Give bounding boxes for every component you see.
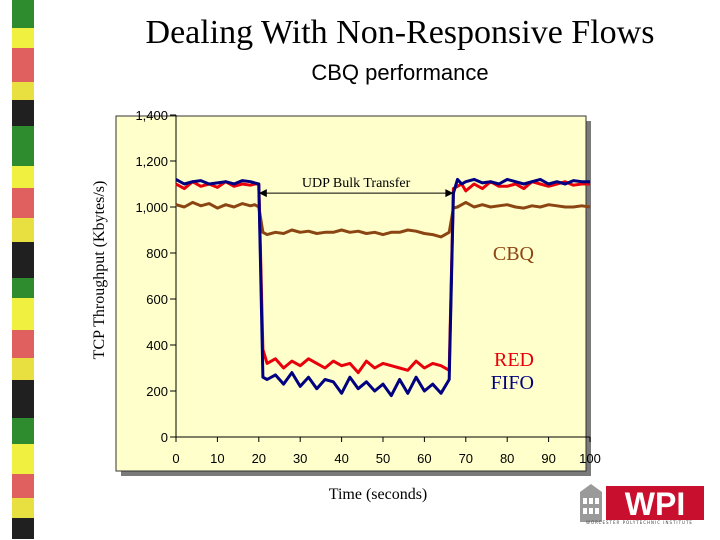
logo-tagline: WORCESTER POLYTECHNIC INSTITUTE [586,520,693,525]
series-label-red: RED [494,349,534,371]
stripe-segment [12,518,34,539]
stripe-segment [12,278,34,298]
x-tick-label: 70 [459,451,473,466]
x-tick-label: 10 [210,451,224,466]
y-tick-label: 800 [146,246,168,261]
series-label-fifo: FIFO [491,372,534,394]
stripe-segment [12,218,34,242]
axes: 0 200 400 600 800 1,000 1,200 1,400 0 10 20 30 40 50 6… [135,108,600,466]
x-tick-label: 0 [172,451,179,466]
y-axis-label: TCP Throughput (Kbytes/s) [91,181,108,360]
y-tick-label: 200 [146,384,168,399]
stripe-segment [12,298,34,330]
stripe-segment [12,242,34,278]
stripe-segment [12,82,34,100]
x-tick-label: 30 [293,451,307,466]
x-tick-label: 60 [417,451,431,466]
x-tick-label: 100 [579,451,601,466]
slide-subtitle: CBQ performance [311,60,489,85]
stripe-segment [12,358,34,380]
wpi-logo: WPI [580,484,704,522]
stripe-segment [12,498,34,518]
stripe-segment [12,166,34,188]
y-tick-label: 1,200 [135,154,168,169]
series-line-fifo [175,177,590,398]
stripe-segment [12,474,34,498]
stripe-segment [12,48,34,82]
series-label-cbq: CBQ [493,243,535,265]
annotation-arrowhead-right [445,189,454,198]
stripe-segment [12,100,34,126]
decorative-color-stripe [12,0,34,540]
x-tick-label: 80 [500,451,514,466]
x-tick-label: 20 [252,451,266,466]
stripe-segment [12,418,34,444]
y-tick-label: 400 [146,338,168,353]
stripe-segment [12,330,34,358]
stripe-segment [12,126,34,166]
y-tick-label: 1,400 [135,108,168,123]
series-layer [175,177,591,398]
stripe-segment [12,188,34,218]
logo-wordmark: WPI [625,486,685,522]
y-tick-label: 0 [161,430,168,445]
x-tick-label: 90 [541,451,555,466]
stripe-segment [12,444,34,474]
plot-background [115,115,587,472]
stripe-segment [12,28,34,48]
series-line-cbq [175,200,591,239]
x-tick-label: 40 [334,451,348,466]
y-tick-label: 1,000 [135,200,168,215]
x-tick-label: 50 [376,451,390,466]
stripe-segment [12,380,34,418]
x-axis-label: Time (seconds) [329,486,428,503]
y-tick-label: 600 [146,292,168,307]
stripe-segment [12,0,34,28]
slide-title: Dealing With Non-Responsive Flows [145,14,655,51]
annotation-label: UDP Bulk Transfer [302,176,411,191]
series-line-red [175,180,590,375]
annotation-arrowhead-left [258,189,267,198]
